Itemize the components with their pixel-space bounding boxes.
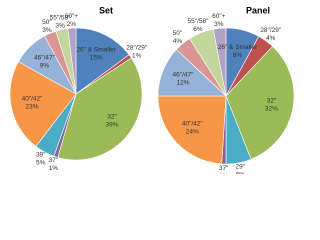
slice-label: 40"/42"	[182, 120, 204, 127]
chart-title: Set	[99, 5, 113, 15]
slice-label: 46"/47"	[34, 55, 56, 62]
slice-value-label: 3%	[55, 23, 65, 30]
slice-label: 29"	[235, 164, 245, 171]
pie-slice	[9, 61, 77, 147]
slice-value-label: 24%	[186, 128, 199, 135]
slice-label: 60"+	[65, 13, 79, 20]
slice-value-label: 23%	[26, 104, 39, 111]
slice-label: 28"/29"	[260, 27, 282, 34]
slice-label: 46"/47"	[173, 72, 195, 79]
slice-value-label: 3%	[42, 27, 52, 34]
slice-value-label: 1%	[132, 53, 142, 60]
slice-label: 32"	[107, 113, 117, 120]
slice-value-label: 4%	[173, 38, 183, 45]
slice-value-label: 4%	[266, 35, 276, 42]
slice-label: 55"/58"	[50, 15, 72, 22]
pie-slice	[67, 27, 77, 95]
chart-title: Panel	[246, 5, 270, 15]
slice-label: 39"	[36, 152, 46, 159]
slice-value-label: 8%	[233, 52, 243, 59]
pie-slice	[75, 27, 130, 95]
slice-label: 28"/29"	[126, 45, 148, 52]
slice-label: 60"+	[212, 13, 226, 20]
pie-slice	[212, 27, 227, 97]
slice-value-label: 1%	[49, 165, 59, 172]
slice-value-label: 15%	[90, 55, 103, 62]
slice-value-label: 1%	[219, 173, 229, 174]
slice-label: 50"	[173, 30, 183, 37]
slice-label: 26" & Smaller	[76, 47, 116, 54]
pie-slice	[157, 95, 227, 165]
pie-slice	[57, 57, 143, 161]
slice-label: 37"	[49, 157, 59, 164]
slice-value-label: 39%	[106, 121, 119, 128]
slice-value-label: 3%	[214, 21, 224, 28]
slice-label: 32"	[267, 97, 277, 104]
slice-label: 50"	[42, 19, 52, 26]
slice-label: 37"	[219, 165, 229, 172]
slice-value-label: 2%	[67, 21, 77, 28]
slice-label: 26" & Smaller	[218, 44, 258, 51]
slice-value-label: 32%	[265, 105, 278, 112]
slice-value-label: 5%	[36, 160, 46, 167]
slice-value-label: 12%	[176, 80, 189, 87]
slice-value-label: 9%	[40, 63, 50, 70]
slice-value-label: 6%	[236, 172, 246, 174]
slice-value-label: 6%	[193, 26, 203, 33]
pie-slice	[225, 46, 295, 160]
page: Set 26" & Smaller 15% 28"/29" 1% 32" 39% 37" 1% 3…	[9, 5, 295, 174]
slice-label: 55"/58"	[188, 18, 210, 25]
slice-label: 40"/42"	[22, 96, 44, 103]
